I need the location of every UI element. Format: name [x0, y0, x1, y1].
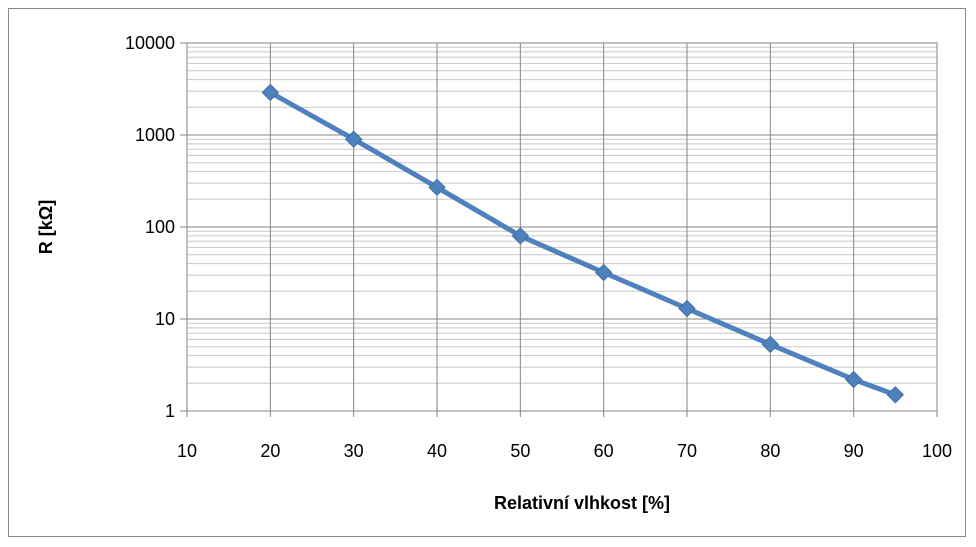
data-point — [761, 335, 780, 354]
series-line — [269, 90, 897, 398]
x-tick-label: 80 — [760, 441, 780, 461]
data-point — [344, 130, 363, 148]
x-tick-label: 70 — [677, 441, 697, 461]
x-tick-label: 30 — [344, 441, 364, 461]
y-axis-label: R [kΩ] — [36, 200, 56, 254]
data-point — [886, 386, 905, 404]
y-tick-label: 10000 — [125, 33, 175, 53]
x-tick-label: 90 — [844, 441, 864, 461]
chart-area — [8, 8, 966, 537]
x-tick-label: 60 — [594, 441, 614, 461]
x-tick-label: 20 — [260, 441, 280, 461]
x-tick-label: 10 — [177, 441, 197, 461]
data-point — [511, 227, 530, 245]
x-tick-label: 100 — [922, 441, 952, 461]
y-tick-label: 100 — [145, 217, 175, 237]
y-tick-label: 1 — [165, 401, 175, 421]
x-axis-label: Relativní vlhkost [%] — [494, 493, 670, 513]
grid — [180, 42, 938, 417]
series — [261, 83, 905, 404]
x-tick-label: 40 — [427, 441, 447, 461]
y-tick-label: 1000 — [135, 125, 175, 145]
data-point — [261, 83, 280, 102]
x-tick-labels: 10 20 30 40 50 60 70 80 90 100 — [177, 441, 952, 461]
y-tick-labels: 1 10 100 1000 10000 — [125, 33, 175, 421]
x-tick-label: 50 — [510, 441, 530, 461]
data-point — [594, 263, 613, 282]
data-point — [844, 370, 863, 389]
data-point — [428, 178, 446, 197]
data-point — [678, 299, 696, 318]
plot-area — [186, 42, 938, 412]
y-tick-label: 10 — [155, 309, 175, 329]
